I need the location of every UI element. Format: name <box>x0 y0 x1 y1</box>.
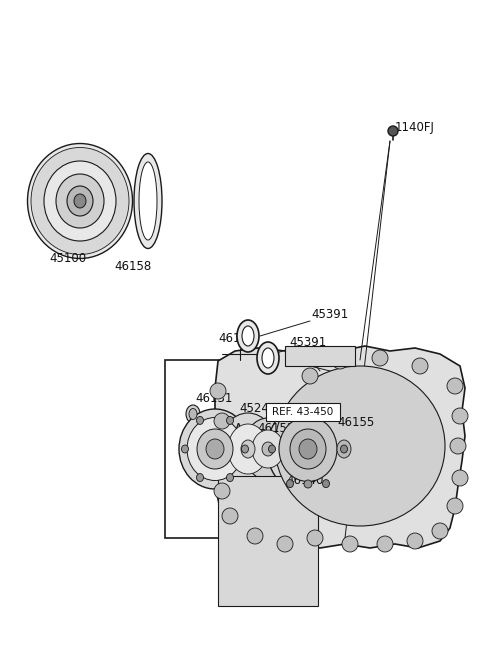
FancyBboxPatch shape <box>266 403 340 421</box>
Circle shape <box>342 536 358 552</box>
Ellipse shape <box>268 445 276 453</box>
Ellipse shape <box>337 440 351 458</box>
Ellipse shape <box>196 417 204 424</box>
Ellipse shape <box>196 474 204 482</box>
Ellipse shape <box>237 320 259 352</box>
Circle shape <box>307 530 323 546</box>
Text: 46140: 46140 <box>286 474 324 487</box>
Polygon shape <box>215 346 465 548</box>
Circle shape <box>452 408 468 424</box>
Circle shape <box>407 533 423 549</box>
Ellipse shape <box>287 411 293 419</box>
Ellipse shape <box>189 409 197 419</box>
Ellipse shape <box>275 366 445 526</box>
Ellipse shape <box>304 480 312 488</box>
Circle shape <box>332 353 348 369</box>
Ellipse shape <box>267 404 349 494</box>
Text: REF. 43-450: REF. 43-450 <box>272 407 334 417</box>
Ellipse shape <box>243 418 293 480</box>
Circle shape <box>214 413 230 429</box>
Circle shape <box>447 498 463 514</box>
Ellipse shape <box>242 326 254 346</box>
Ellipse shape <box>134 154 162 249</box>
Circle shape <box>302 368 318 384</box>
Ellipse shape <box>241 445 249 453</box>
Ellipse shape <box>323 411 329 419</box>
Text: 45247A: 45247A <box>240 401 285 415</box>
Ellipse shape <box>388 126 398 136</box>
Ellipse shape <box>186 405 200 423</box>
Ellipse shape <box>340 445 348 453</box>
Ellipse shape <box>227 474 233 482</box>
Ellipse shape <box>299 439 317 459</box>
Circle shape <box>432 523 448 539</box>
Text: 46155: 46155 <box>337 417 374 430</box>
Ellipse shape <box>197 429 233 469</box>
Circle shape <box>377 536 393 552</box>
Ellipse shape <box>227 417 233 424</box>
Circle shape <box>214 483 230 499</box>
Ellipse shape <box>179 409 251 489</box>
Ellipse shape <box>257 342 279 374</box>
Bar <box>165 360 360 538</box>
Ellipse shape <box>206 439 224 459</box>
Bar <box>285 346 355 366</box>
Text: 45391: 45391 <box>312 308 348 321</box>
Bar <box>218 476 318 606</box>
Ellipse shape <box>262 442 274 456</box>
Ellipse shape <box>56 174 104 228</box>
Ellipse shape <box>330 431 358 467</box>
Ellipse shape <box>287 480 293 487</box>
Text: 45100: 45100 <box>49 251 86 264</box>
Circle shape <box>210 383 226 399</box>
Text: 46131: 46131 <box>195 392 233 405</box>
Text: 46158: 46158 <box>114 260 152 272</box>
Ellipse shape <box>74 194 86 208</box>
Ellipse shape <box>31 148 129 255</box>
Ellipse shape <box>27 144 132 258</box>
Circle shape <box>452 470 468 486</box>
Text: 46111A: 46111A <box>197 422 243 434</box>
Text: 46152: 46152 <box>257 422 295 434</box>
Text: 45391: 45391 <box>289 335 326 348</box>
Circle shape <box>447 378 463 394</box>
Circle shape <box>412 358 428 374</box>
Ellipse shape <box>139 162 157 240</box>
Ellipse shape <box>67 186 93 216</box>
Ellipse shape <box>181 445 189 453</box>
Ellipse shape <box>241 440 255 458</box>
Text: 46110: 46110 <box>218 331 256 344</box>
Ellipse shape <box>323 480 329 487</box>
Ellipse shape <box>290 429 326 469</box>
Circle shape <box>450 438 466 454</box>
Circle shape <box>247 528 263 544</box>
Circle shape <box>212 448 228 464</box>
Ellipse shape <box>279 417 337 482</box>
Ellipse shape <box>262 348 274 368</box>
Ellipse shape <box>187 417 243 480</box>
Text: 1140FJ: 1140FJ <box>395 121 435 134</box>
Circle shape <box>277 536 293 552</box>
Circle shape <box>372 350 388 366</box>
Ellipse shape <box>252 430 284 468</box>
Ellipse shape <box>228 424 268 474</box>
Ellipse shape <box>219 413 277 485</box>
Ellipse shape <box>44 161 116 241</box>
Circle shape <box>222 508 238 524</box>
